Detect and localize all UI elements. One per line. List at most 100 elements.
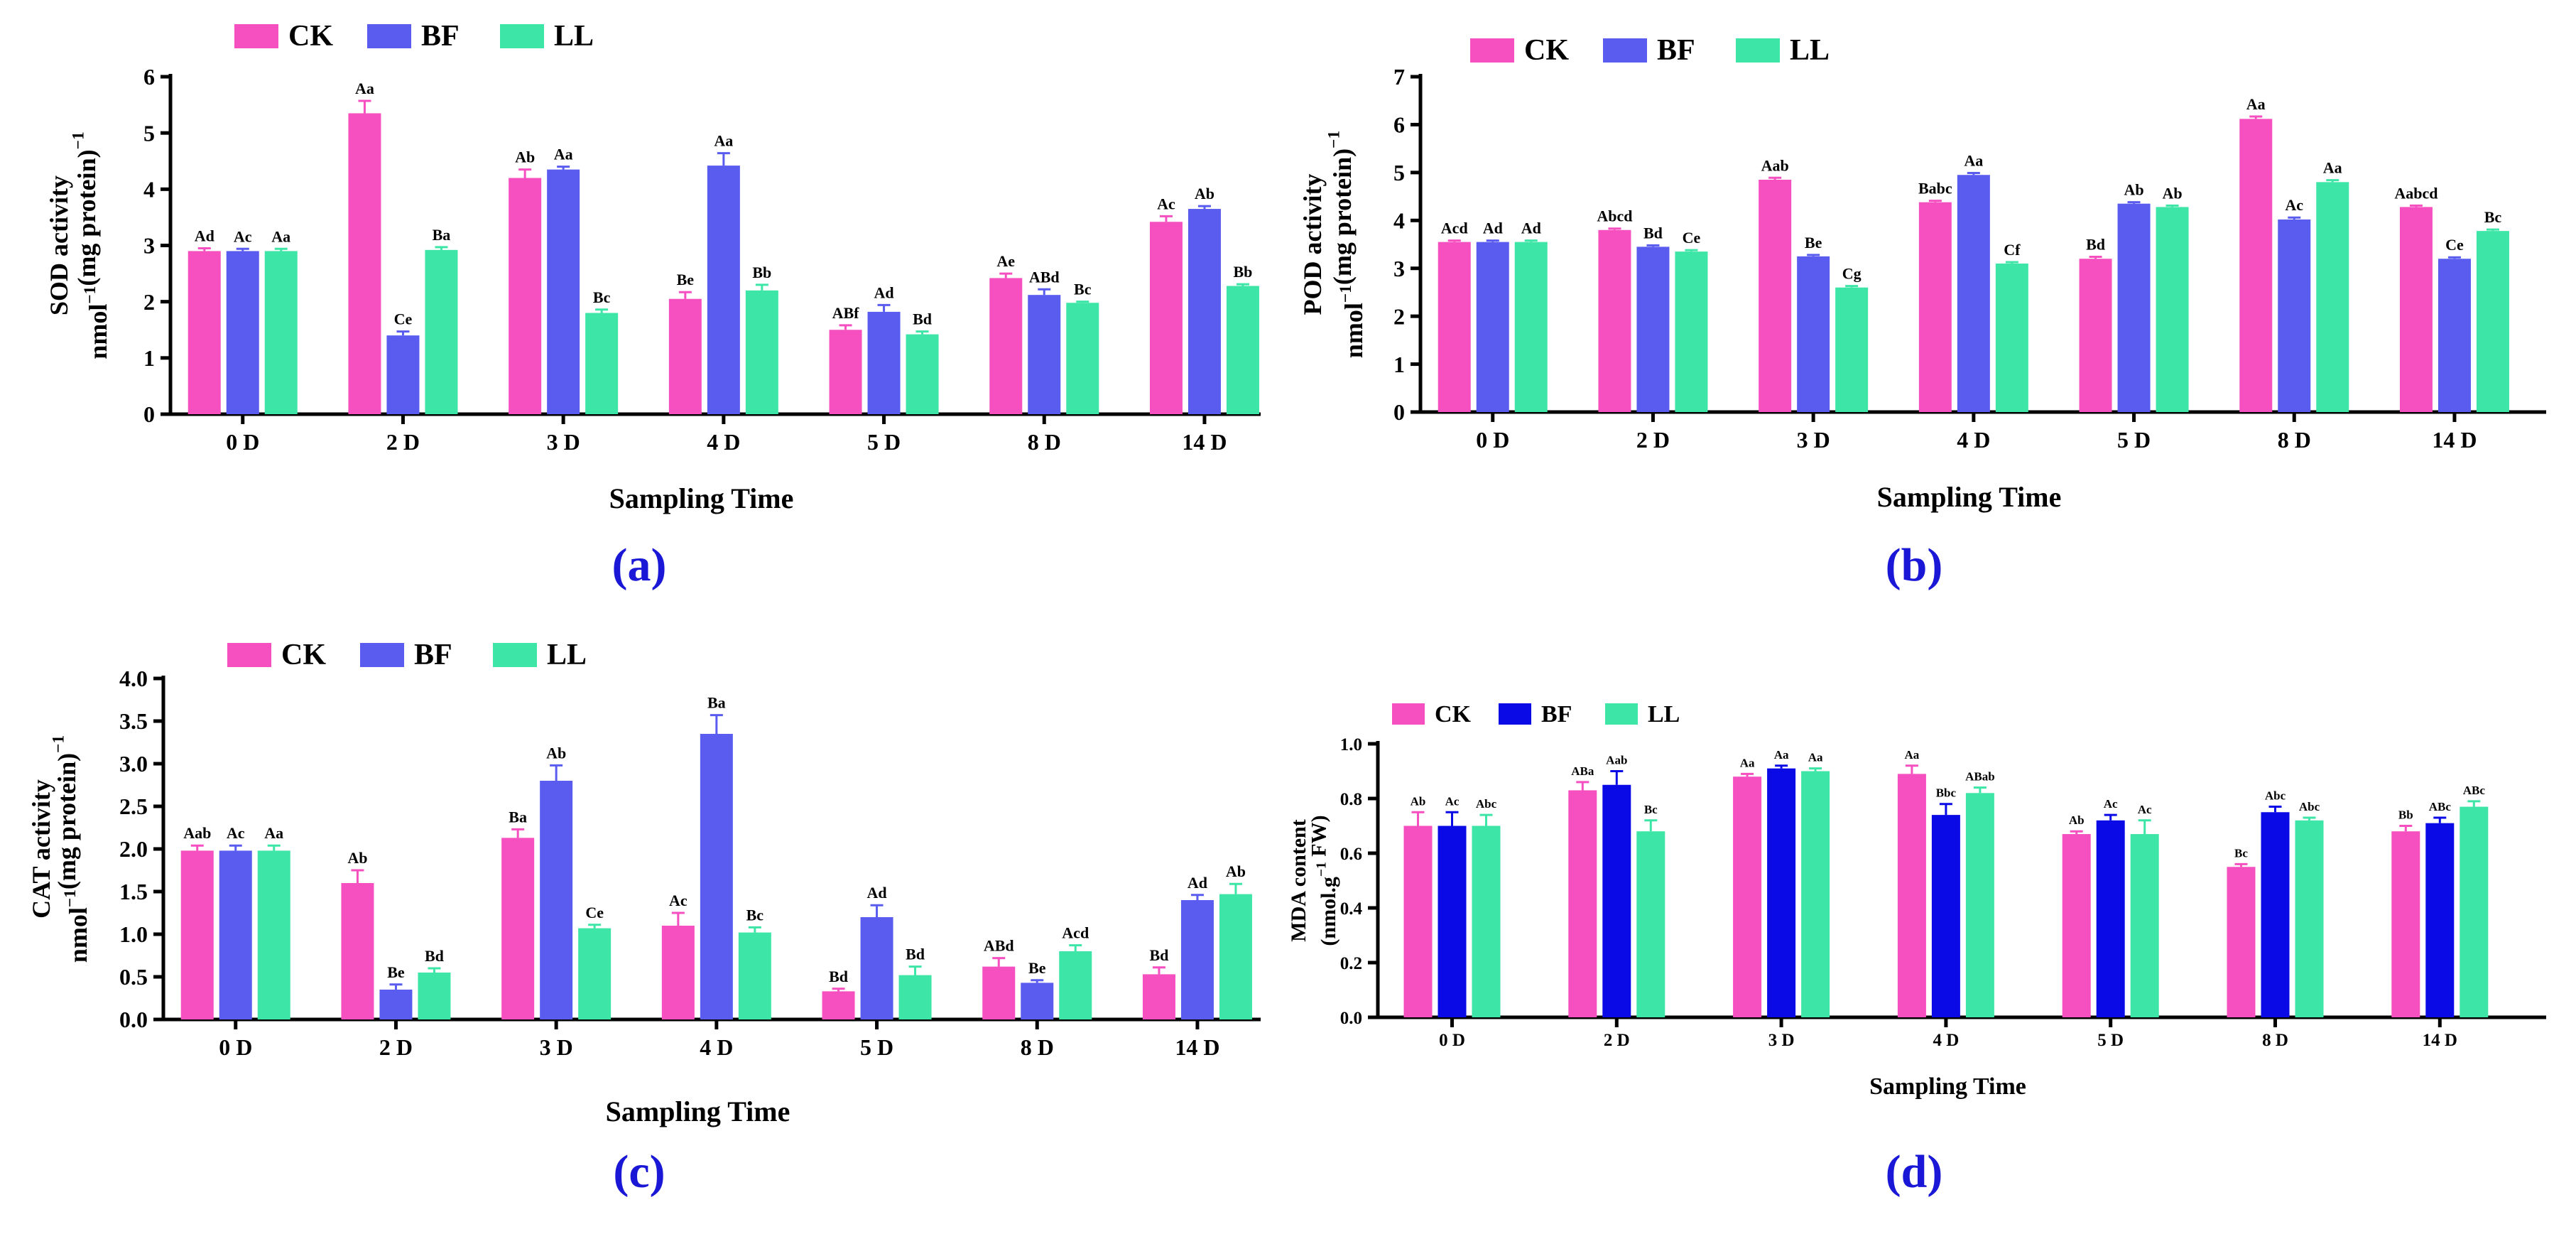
legend-swatch-ck bbox=[1392, 703, 1425, 725]
significance-label: Bbc bbox=[1936, 786, 1957, 800]
significance-label: Ac bbox=[2285, 196, 2303, 214]
significance-label: Babc bbox=[1918, 180, 1952, 197]
panel-label-b: (b) bbox=[1885, 539, 1943, 591]
significance-label: Ab bbox=[2069, 813, 2085, 827]
significance-label: Ab bbox=[2124, 181, 2143, 199]
bar-ll-3d bbox=[578, 928, 612, 1019]
y-tick-label: 1 bbox=[143, 345, 155, 371]
legend-label-bf: BF bbox=[1657, 34, 1695, 67]
significance-label: Aa bbox=[355, 80, 374, 97]
x-tick-label: 0 D bbox=[219, 1034, 252, 1060]
significance-label: Aa bbox=[2323, 159, 2342, 177]
bar-ck-3d bbox=[501, 838, 535, 1019]
bar-ck-2d bbox=[348, 113, 381, 415]
x-tick-label: 14 D bbox=[2423, 1031, 2457, 1050]
y-axis-title-line1: SOD activity bbox=[45, 175, 73, 315]
x-tick-label: 5 D bbox=[2117, 427, 2151, 453]
bar-ll-8d bbox=[1066, 303, 1099, 414]
significance-label: Be bbox=[1028, 959, 1046, 977]
significance-label: Aab bbox=[1761, 156, 1789, 174]
x-tick-label: 2 D bbox=[379, 1034, 413, 1060]
y-axis-unit: nmol−1(mg protein)−1 bbox=[70, 131, 112, 359]
bar-ll-14d bbox=[1219, 894, 1252, 1019]
y-tick-label: 4.0 bbox=[119, 666, 148, 691]
bar-ck-0d bbox=[1403, 826, 1433, 1017]
y-tick-label: 1.0 bbox=[119, 921, 148, 947]
legend-swatch-ll bbox=[493, 643, 537, 667]
y-tick-label: 0.8 bbox=[1340, 790, 1362, 809]
significance-label: Abc bbox=[2265, 789, 2286, 803]
x-axis-title: Sampling Time bbox=[1869, 1073, 2026, 1100]
bar-ck-2d bbox=[1568, 790, 1597, 1017]
legend-label-ll: LL bbox=[1790, 34, 1830, 67]
y-axis-title-line2: nmol−1(mg protein)−1 bbox=[70, 131, 112, 359]
significance-label: Ad bbox=[1521, 220, 1541, 237]
significance-label: Bd bbox=[913, 310, 932, 328]
significance-label: Be bbox=[387, 963, 405, 981]
y-tick-label: 1 bbox=[1393, 352, 1405, 377]
bar-ll-14d bbox=[2460, 806, 2489, 1017]
x-tick-label: 3 D bbox=[1768, 1031, 1795, 1050]
bar-ck-4d bbox=[1897, 774, 1926, 1017]
significance-label: Aa bbox=[714, 132, 733, 150]
significance-label: Ab bbox=[546, 744, 566, 762]
bar-bf-4d bbox=[700, 734, 733, 1019]
significance-label: Ac bbox=[234, 227, 252, 245]
significance-label: Bd bbox=[906, 946, 925, 963]
bar-ll-8d bbox=[2316, 182, 2349, 412]
panel-label-a: (a) bbox=[612, 539, 667, 591]
bar-bf-2d bbox=[1602, 784, 1631, 1017]
y-tick-label: 2 bbox=[1393, 303, 1405, 329]
legend-swatch-ll bbox=[1605, 703, 1638, 725]
significance-label: Bc bbox=[1644, 803, 1658, 816]
bar-ck-4d bbox=[668, 298, 702, 414]
bar-bf-4d bbox=[1931, 815, 1960, 1017]
significance-label: Bc bbox=[2484, 208, 2502, 226]
bar-ll-2d bbox=[425, 249, 458, 414]
significance-label: Bb bbox=[752, 264, 771, 281]
significance-label: Ab bbox=[1195, 185, 1214, 202]
y-tick-label: 3 bbox=[1393, 256, 1405, 281]
x-axis-title: Sampling Time bbox=[609, 482, 794, 514]
significance-label: Ba bbox=[509, 808, 527, 826]
bar-ck-0d bbox=[1438, 242, 1471, 412]
significance-label: Ad bbox=[195, 227, 214, 244]
bar-ll-14d bbox=[1226, 286, 1259, 414]
x-tick-label: 2 D bbox=[1636, 427, 1670, 453]
y-tick-label: 1.5 bbox=[119, 879, 148, 904]
y-axis-title: POD activity bbox=[1298, 174, 1327, 315]
y-tick-label: 0.4 bbox=[1340, 899, 1363, 919]
significance-label: Aa bbox=[554, 146, 573, 163]
bar-bf-3d bbox=[540, 781, 573, 1019]
x-tick-label: 4 D bbox=[700, 1034, 733, 1060]
significance-label: Ba bbox=[707, 694, 726, 712]
significance-label: ABc bbox=[2463, 784, 2486, 797]
bar-ll-0d bbox=[1472, 826, 1501, 1017]
bar-ck-2d bbox=[341, 883, 374, 1019]
bar-ck-3d bbox=[1759, 179, 1792, 412]
significance-label: Bc bbox=[2234, 846, 2248, 860]
y-axis-title-line1: CAT activity bbox=[27, 779, 55, 919]
bar-ll-4d bbox=[745, 290, 778, 414]
significance-label: Bd bbox=[2086, 236, 2105, 254]
y-tick-label: 0.0 bbox=[1340, 1009, 1362, 1028]
x-tick-label: 4 D bbox=[1957, 427, 1990, 453]
x-tick-label: 8 D bbox=[2262, 1031, 2288, 1050]
significance-label: Be bbox=[677, 271, 695, 288]
significance-label: Ad bbox=[1188, 874, 1207, 892]
significance-label: Ac bbox=[1445, 794, 1460, 808]
x-tick-label: 3 D bbox=[547, 429, 580, 455]
legend-label-bf: BF bbox=[421, 20, 460, 53]
significance-label: Bd bbox=[829, 968, 848, 985]
bar-ll-2d bbox=[1675, 251, 1708, 412]
y-tick-label: 0 bbox=[143, 401, 155, 427]
y-tick-label: 3.0 bbox=[119, 751, 148, 776]
significance-label: Bd bbox=[425, 947, 444, 965]
y-tick-label: 0.5 bbox=[119, 964, 148, 990]
bar-ck-5d bbox=[2079, 259, 2112, 412]
bar-ll-4d bbox=[1965, 793, 1994, 1017]
bar-ck-8d bbox=[989, 278, 1023, 414]
bar-ll-14d bbox=[2476, 231, 2509, 412]
bar-ck-5d bbox=[829, 330, 862, 414]
y-axis-title-line2: nmol−1(mg protein)−1 bbox=[1325, 131, 1368, 358]
